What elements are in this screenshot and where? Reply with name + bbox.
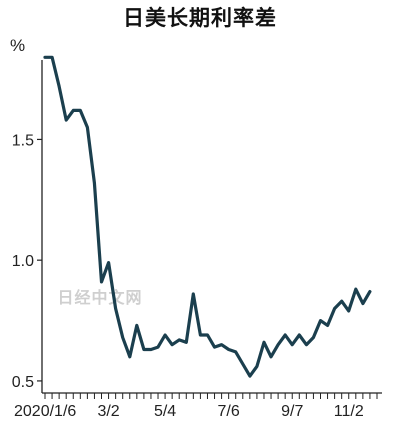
x-tick-label: 11/2 — [334, 403, 364, 420]
x-tick-label: 2020/1/6 — [14, 403, 76, 420]
series-line — [43, 55, 372, 378]
y-unit-label: % — [10, 36, 26, 55]
y-tick-label: 0.5 — [12, 374, 34, 391]
chart-title: 日美长期利率差 — [123, 6, 277, 30]
x-tick-label: 9/7 — [281, 403, 303, 420]
y-tick-label: 1.0 — [12, 253, 34, 270]
watermark: 日经中文网 — [57, 288, 142, 307]
y-tick-label: 1.5 — [12, 132, 34, 149]
x-tick-label: 5/4 — [154, 403, 176, 420]
x-tick-label: 7/6 — [218, 403, 240, 420]
x-tick-label: 3/2 — [97, 403, 119, 420]
